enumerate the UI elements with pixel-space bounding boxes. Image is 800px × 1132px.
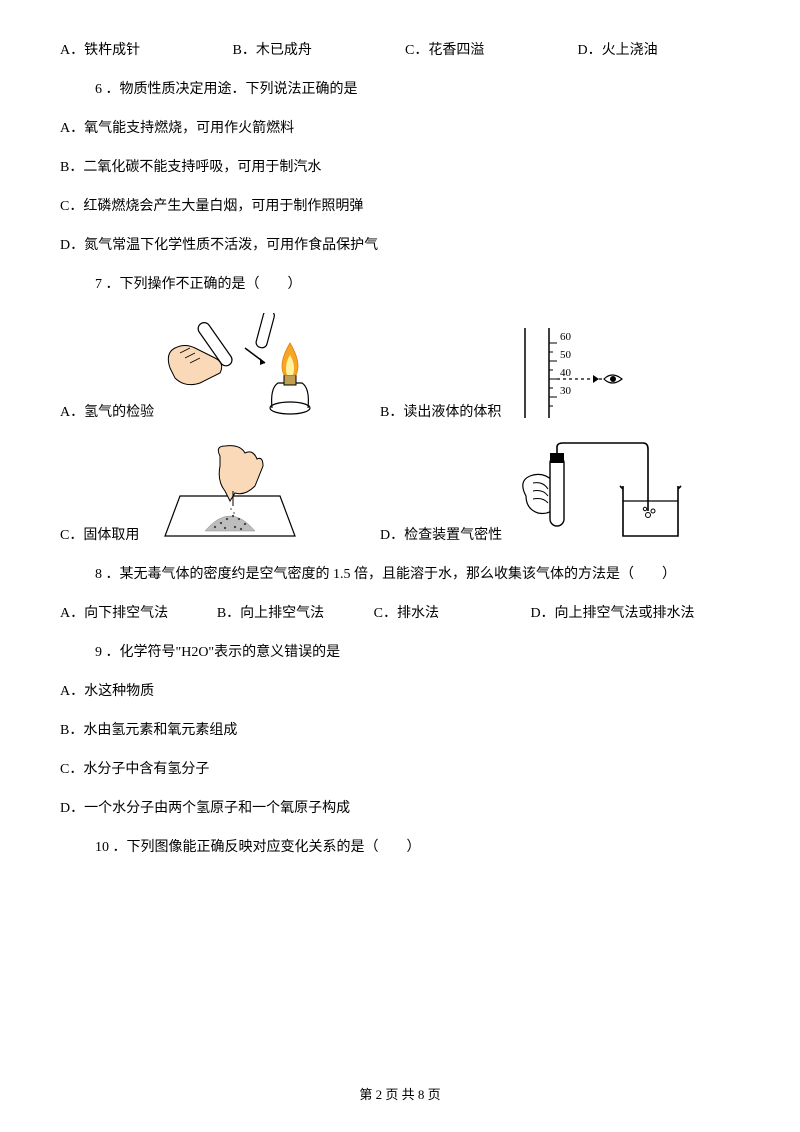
page-footer: 第 2 页 共 8 页 bbox=[0, 1085, 800, 1105]
q6-option-b: B．二氧化碳不能支持呼吸，可用于制汽水 bbox=[50, 157, 750, 178]
q9-option-c: C．水分子中含有氢分子 bbox=[50, 759, 750, 780]
q9-option-d: D．一个水分子由两个氢原子和一个氧原子构成 bbox=[50, 798, 750, 819]
q7-row-cd: C．固体取用 D．检查装置气密性 bbox=[50, 441, 750, 546]
q7-label-c: C．固体取用 bbox=[60, 525, 139, 546]
q7-label-a: A．氢气的检验 bbox=[60, 402, 154, 423]
q8-option-c: C．排水法 bbox=[374, 603, 531, 624]
q5-option-a: A．铁杵成针 bbox=[60, 40, 233, 61]
airtight-check-diagram bbox=[508, 441, 698, 546]
q5-options: A．铁杵成针 B．木已成舟 C．花香四溢 D．火上浇油 bbox=[50, 40, 750, 61]
q9-option-b: B．水由氢元素和氧元素组成 bbox=[50, 720, 750, 741]
q9-stem: 9 ．化学符号"H2O"表示的意义错误的是 bbox=[50, 642, 750, 663]
hydrogen-test-diagram bbox=[160, 313, 340, 423]
q6-option-c: C．红磷燃烧会产生大量白烟，可用于制作照明弹 bbox=[50, 196, 750, 217]
q7-row-ab: A．氢气的检验 bbox=[50, 313, 750, 423]
tick-30: 30 bbox=[560, 385, 572, 397]
q8-option-a: A．向下排空气法 bbox=[60, 603, 217, 624]
q5-option-c: C．花香四溢 bbox=[405, 40, 578, 61]
q7-label-d: D．检查装置气密性 bbox=[380, 525, 502, 546]
q8-stem: 8 ．某无毒气体的密度约是空气密度的 1.5 倍，且能溶于水，那么收集该气体的方… bbox=[50, 564, 750, 585]
q5-option-d: D．火上浇油 bbox=[578, 40, 751, 61]
q9-option-a: A．水这种物质 bbox=[50, 681, 750, 702]
q8-option-b: B．向上排空气法 bbox=[217, 603, 374, 624]
q6-stem: 6 ．物质性质决定用途．下列说法正确的是 bbox=[50, 79, 750, 100]
cylinder-ticks: 60 50 40 30 bbox=[549, 331, 572, 406]
q7-stem: 7 ．下列操作不正确的是（ ） bbox=[50, 274, 750, 295]
graduated-cylinder-diagram: 60 50 40 30 bbox=[507, 323, 627, 423]
q10-stem: 10 ．下列图像能正确反映对应变化关系的是（ ） bbox=[50, 837, 750, 858]
q5-option-b: B．木已成舟 bbox=[233, 40, 406, 61]
solid-sampling-diagram bbox=[145, 441, 315, 546]
q8-options: A．向下排空气法 B．向上排空气法 C．排水法 D．向上排空气法或排水法 bbox=[50, 603, 750, 624]
tick-40: 40 bbox=[560, 367, 572, 379]
tick-60: 60 bbox=[560, 331, 572, 343]
q6-option-a: A．氧气能支持燃烧，可用作火箭燃料 bbox=[50, 118, 750, 139]
q8-option-d: D．向上排空气法或排水法 bbox=[530, 603, 750, 624]
q6-option-d: D．氮气常温下化学性质不活泼，可用作食品保护气 bbox=[50, 235, 750, 256]
tick-50: 50 bbox=[560, 349, 572, 361]
q7-label-b: B．读出液体的体积 bbox=[380, 402, 501, 423]
